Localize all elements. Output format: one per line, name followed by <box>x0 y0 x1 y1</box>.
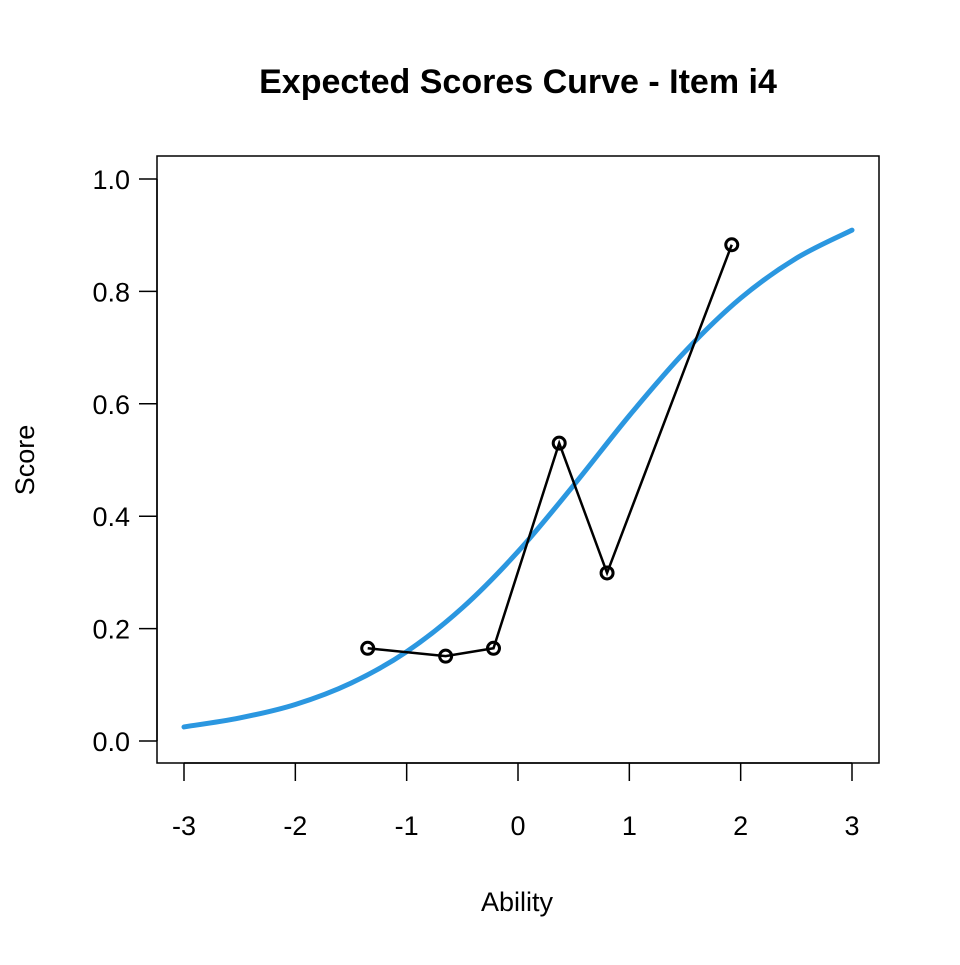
expected-score-curve <box>181 227 855 730</box>
y-tick-label: 0.2 <box>92 615 130 645</box>
x-tick-label: -1 <box>395 811 419 841</box>
x-axis: -3 -2 -1 0 1 2 3 <box>172 762 860 841</box>
y-tick-label: 0.4 <box>92 502 130 532</box>
y-axis: 0.0 0.2 0.4 0.6 0.8 1.0 <box>92 165 158 757</box>
y-tick-label: 1.0 <box>92 165 130 195</box>
y-axis-label: Score <box>10 425 40 496</box>
x-axis-label: Ability <box>481 887 554 917</box>
observed-score-point <box>438 648 454 664</box>
plot-frame <box>156 155 880 764</box>
x-tick-label: 2 <box>733 811 748 841</box>
observed-score-point <box>599 565 615 581</box>
x-tick-label: 1 <box>622 811 637 841</box>
observed-score-point <box>551 435 567 451</box>
observed-score-line <box>367 244 733 658</box>
x-tick-label: 0 <box>510 811 525 841</box>
observed-score-point <box>486 640 502 656</box>
observed-score-point <box>360 640 376 656</box>
series-layer <box>181 227 855 730</box>
x-tick-label: -3 <box>172 811 196 841</box>
x-tick-label: 3 <box>844 811 859 841</box>
observed-score-point <box>724 237 740 253</box>
x-tick-label: -2 <box>283 811 307 841</box>
y-tick-label: 0.0 <box>92 727 130 757</box>
y-tick-label: 0.8 <box>92 277 130 307</box>
chart-title: Expected Scores Curve - Item i4 <box>259 63 777 101</box>
y-tick-label: 0.6 <box>92 390 130 420</box>
